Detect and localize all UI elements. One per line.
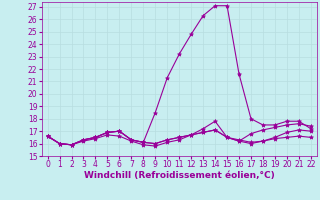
X-axis label: Windchill (Refroidissement éolien,°C): Windchill (Refroidissement éolien,°C): [84, 171, 275, 180]
